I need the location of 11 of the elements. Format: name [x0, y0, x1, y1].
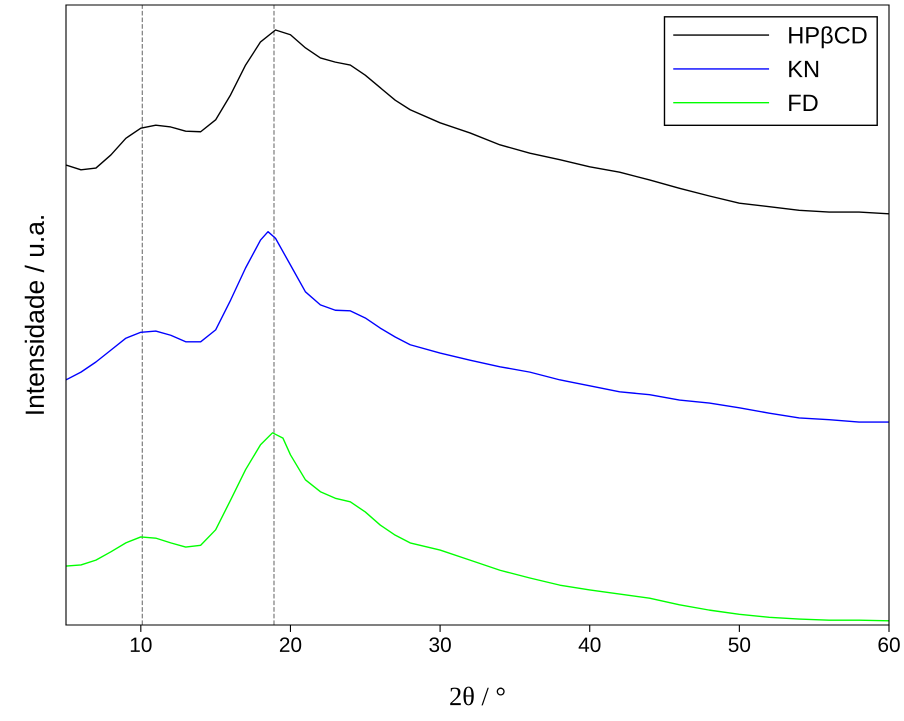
legend-label: KN [789, 60, 818, 78]
legend-label: HPβCD [789, 26, 867, 48]
x-tick-label: 50 [728, 637, 750, 652]
x-tick-label: 10 [130, 637, 152, 652]
legend-label: FD [789, 94, 818, 111]
x-axis-title: 2θ / ° [450, 686, 505, 706]
x-tick-label: 60 [878, 637, 900, 652]
x-tick-label: 30 [429, 637, 451, 652]
x-tick-label: 20 [280, 637, 302, 652]
x-tick-label: 40 [578, 637, 600, 652]
y-axis-title: Intensidade / u.a. [24, 216, 44, 414]
